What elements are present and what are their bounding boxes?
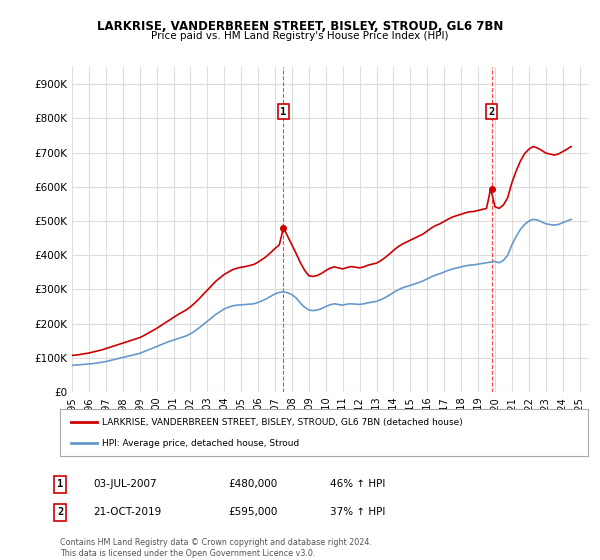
- Text: £595,000: £595,000: [228, 507, 277, 517]
- Text: 1: 1: [280, 106, 287, 116]
- Text: LARKRISE, VANDERBREEN STREET, BISLEY, STROUD, GL6 7BN (detached house): LARKRISE, VANDERBREEN STREET, BISLEY, ST…: [102, 418, 463, 427]
- Text: 21-OCT-2019: 21-OCT-2019: [93, 507, 161, 517]
- Text: 03-JUL-2007: 03-JUL-2007: [93, 479, 157, 489]
- Text: This data is licensed under the Open Government Licence v3.0.: This data is licensed under the Open Gov…: [60, 549, 316, 558]
- Text: LARKRISE, VANDERBREEN STREET, BISLEY, STROUD, GL6 7BN: LARKRISE, VANDERBREEN STREET, BISLEY, ST…: [97, 20, 503, 32]
- Text: Price paid vs. HM Land Registry's House Price Index (HPI): Price paid vs. HM Land Registry's House …: [151, 31, 449, 41]
- Text: 2: 2: [488, 106, 494, 116]
- Text: Contains HM Land Registry data © Crown copyright and database right 2024.: Contains HM Land Registry data © Crown c…: [60, 538, 372, 547]
- Text: 46% ↑ HPI: 46% ↑ HPI: [330, 479, 385, 489]
- Text: 1: 1: [57, 479, 63, 489]
- Text: HPI: Average price, detached house, Stroud: HPI: Average price, detached house, Stro…: [102, 438, 299, 447]
- Text: 37% ↑ HPI: 37% ↑ HPI: [330, 507, 385, 517]
- Text: 2: 2: [57, 507, 63, 517]
- Text: £480,000: £480,000: [228, 479, 277, 489]
